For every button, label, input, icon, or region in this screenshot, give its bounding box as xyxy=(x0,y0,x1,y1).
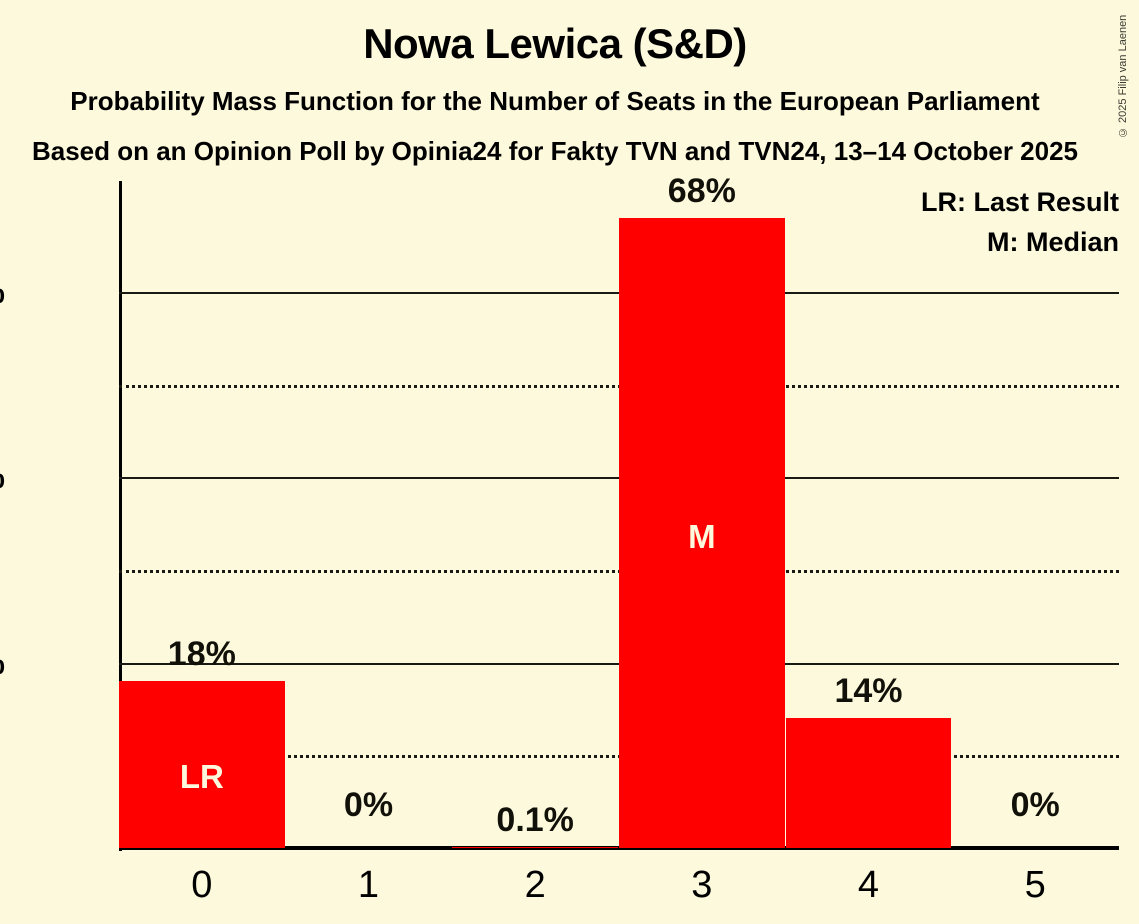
x-axis-tick-label-4: 4 xyxy=(857,864,880,906)
bar-value-label-2: 0.1% xyxy=(496,801,574,840)
copyright-notice: © 2025 Filip van Laenen xyxy=(1117,14,1129,138)
y-axis-tick-label: 40% xyxy=(0,460,5,493)
bar-marker-m: M xyxy=(688,518,716,556)
x-axis-tick-label-3: 3 xyxy=(691,864,713,906)
legend-entry-last-result: LR: Last Result xyxy=(920,187,1119,217)
x-axis-tick-label-5: 5 xyxy=(1024,864,1046,906)
legend-entry-median: M: Median xyxy=(987,226,1119,257)
bar-value-label-0: 18% xyxy=(167,635,236,674)
chart-legend: LR: Last Result M: Median xyxy=(921,183,1119,263)
bar-seats-2 xyxy=(452,847,618,848)
chart-subtitle: Probability Mass Function for the Number… xyxy=(70,86,1040,116)
bar-value-label-4: 14% xyxy=(834,672,903,711)
plot-area: LR 18% 0% 0.1% M 68% 14% 0% xyxy=(119,174,1119,848)
bar-marker-lr: LR xyxy=(179,757,224,795)
chart-source-note: Based on an Opinion Poll by Opinia24 for… xyxy=(31,136,1079,166)
y-axis-tick-label: 60% xyxy=(0,275,5,308)
bar-value-label-5: 0% xyxy=(1010,786,1060,824)
bar-seats-4 xyxy=(785,718,952,848)
x-axis-line xyxy=(119,846,1119,850)
bar-seats-3: M xyxy=(619,218,785,848)
y-axis-tick-label: 20% xyxy=(0,646,5,679)
y-axis-line xyxy=(119,181,122,851)
x-axis-tick-label-1: 1 xyxy=(357,864,380,906)
x-axis-tick-label-0: 0 xyxy=(191,864,213,906)
bar-value-label-1: 0% xyxy=(343,786,394,824)
bar-value-label-3: 68% xyxy=(667,172,736,211)
page-title: Nowa Lewica (S&D) xyxy=(363,20,747,67)
x-axis-tick-label-2: 2 xyxy=(524,864,546,906)
bar-seats-0: LR xyxy=(119,681,285,848)
